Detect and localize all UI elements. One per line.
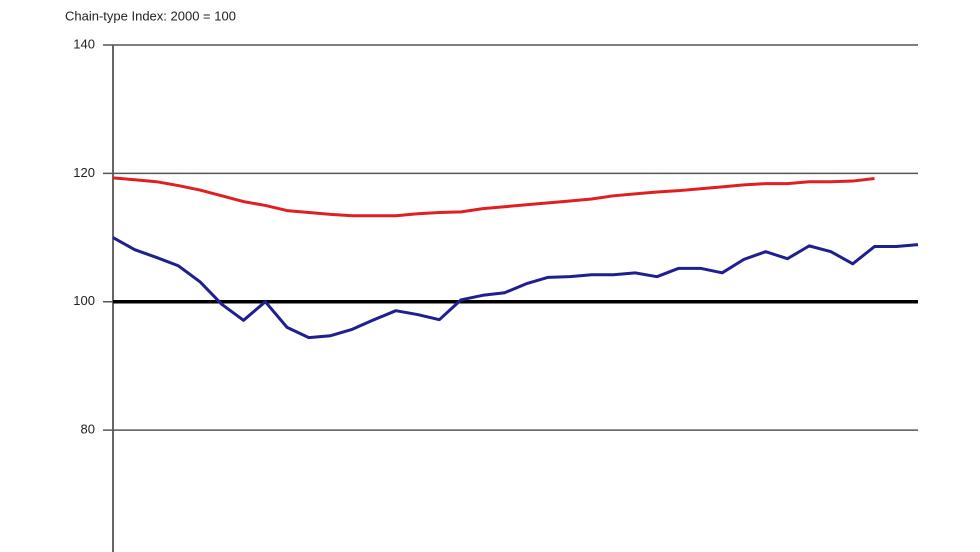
series-line: [112, 236, 919, 340]
y-tick-label: 100: [73, 293, 95, 308]
y-tick-label: 120: [73, 165, 95, 180]
chart-subtitle: Chain-type Index: 2000 = 100: [65, 8, 236, 23]
series-line: [112, 176, 875, 218]
y-tick-label: 80: [81, 422, 95, 437]
y-tick-label: 140: [73, 36, 95, 51]
